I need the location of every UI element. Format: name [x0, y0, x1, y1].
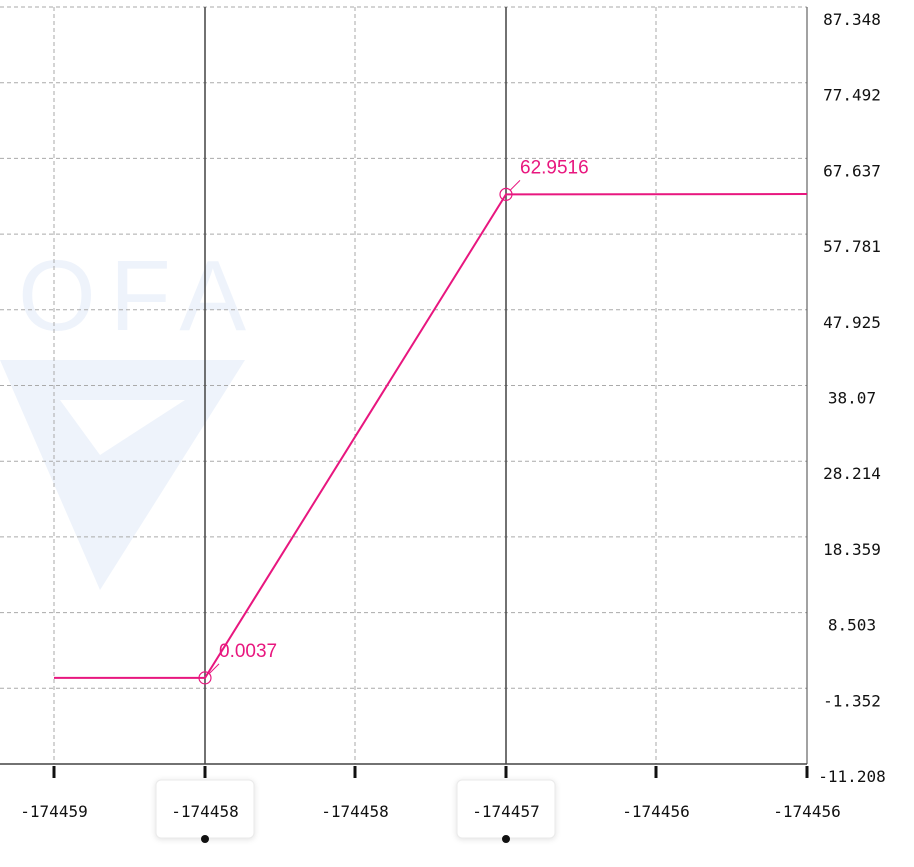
y-tick-label: 47.925 [823, 313, 881, 332]
x-tick-label: -174457 [472, 802, 539, 821]
y-tick-label: 87.348 [823, 10, 881, 29]
series-line [54, 193, 808, 679]
y-tick-label: 77.492 [823, 86, 881, 105]
data-point-leader [208, 663, 220, 675]
y-tick-label: 18.359 [823, 540, 881, 559]
watermark-logo: OFA [0, 240, 260, 590]
watermark-text: OFA [18, 240, 260, 352]
x-tick-label: -174458 [171, 802, 238, 821]
data-point-leader [509, 180, 521, 191]
y-tick-label: 38.07 [828, 389, 876, 408]
y-tick-label: 28.214 [823, 464, 881, 483]
x-tick-label: -174459 [20, 802, 87, 821]
data-point-label: 62.9516 [520, 157, 589, 178]
x-axis-ticks: -174459 -174458 -174458 -174457 -174456 -1744… [20, 766, 841, 843]
x-tick-highlight-dot [201, 835, 209, 843]
y-tick-label: -1.352 [823, 691, 881, 710]
series-line-group [54, 193, 808, 679]
y-tick-label: -11.208 [818, 767, 885, 786]
y-tick-label: 57.781 [823, 237, 881, 256]
axes [0, 7, 808, 765]
y-axis-ticks: 87.348 77.492 67.637 57.781 47.925 38.07 28.21… [818, 10, 885, 786]
x-tick-label: -174456 [622, 802, 689, 821]
grid-lines [0, 6, 808, 764]
data-point-marker [499, 187, 513, 201]
x-tick-highlight-dot [502, 835, 510, 843]
data-point-marker [198, 671, 212, 685]
annotations: 0.0037 62.9516 [198, 157, 589, 685]
y-tick-label: 8.503 [828, 616, 876, 635]
data-point-label: 0.0037 [219, 641, 277, 662]
watermark-v-shape-icon [0, 360, 245, 590]
crosshair-lines [204, 7, 507, 764]
x-tick-label: -174456 [773, 802, 840, 821]
y-tick-label: 67.637 [823, 161, 881, 180]
x-tick-label: -174458 [321, 802, 388, 821]
